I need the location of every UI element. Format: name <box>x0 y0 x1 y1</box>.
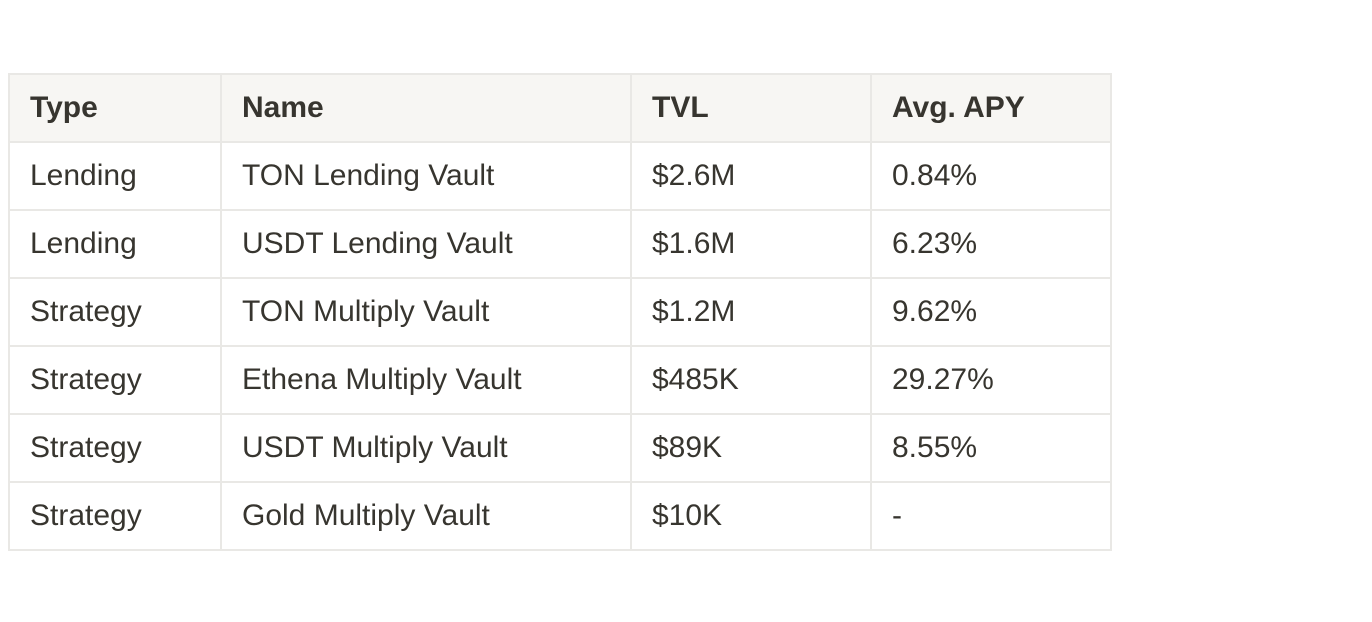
table-row: Strategy USDT Multiply Vault $89K 8.55% <box>8 413 1112 483</box>
cell-type: Strategy <box>8 345 222 415</box>
cell-type: Lending <box>8 141 222 211</box>
cell-name: Gold Multiply Vault <box>220 481 632 551</box>
vaults-table: Type Name TVL Avg. APY Lending TON Lendi… <box>8 73 1112 551</box>
cell-tvl: $89K <box>630 413 872 483</box>
table-row: Strategy Gold Multiply Vault $10K - <box>8 481 1112 551</box>
column-header-name: Name <box>220 73 632 143</box>
column-header-avg-apy: Avg. APY <box>870 73 1112 143</box>
cell-name: TON Multiply Vault <box>220 277 632 347</box>
cell-tvl: $485K <box>630 345 872 415</box>
cell-avg-apy: 9.62% <box>870 277 1112 347</box>
cell-type: Strategy <box>8 277 222 347</box>
column-header-type: Type <box>8 73 222 143</box>
cell-type: Lending <box>8 209 222 279</box>
cell-name: TON Lending Vault <box>220 141 632 211</box>
cell-name: Ethena Multiply Vault <box>220 345 632 415</box>
table-row: Strategy TON Multiply Vault $1.2M 9.62% <box>8 277 1112 347</box>
table-row: Strategy Ethena Multiply Vault $485K 29.… <box>8 345 1112 415</box>
cell-type: Strategy <box>8 481 222 551</box>
cell-tvl: $10K <box>630 481 872 551</box>
cell-tvl: $2.6M <box>630 141 872 211</box>
cell-avg-apy: 29.27% <box>870 345 1112 415</box>
cell-avg-apy: - <box>870 481 1112 551</box>
cell-name: USDT Lending Vault <box>220 209 632 279</box>
table-row: Lending USDT Lending Vault $1.6M 6.23% <box>8 209 1112 279</box>
cell-avg-apy: 8.55% <box>870 413 1112 483</box>
table-header-row: Type Name TVL Avg. APY <box>8 73 1112 143</box>
cell-avg-apy: 0.84% <box>870 141 1112 211</box>
cell-name: USDT Multiply Vault <box>220 413 632 483</box>
cell-tvl: $1.2M <box>630 277 872 347</box>
cell-type: Strategy <box>8 413 222 483</box>
cell-tvl: $1.6M <box>630 209 872 279</box>
table-row: Lending TON Lending Vault $2.6M 0.84% <box>8 141 1112 211</box>
column-header-tvl: TVL <box>630 73 872 143</box>
cell-avg-apy: 6.23% <box>870 209 1112 279</box>
